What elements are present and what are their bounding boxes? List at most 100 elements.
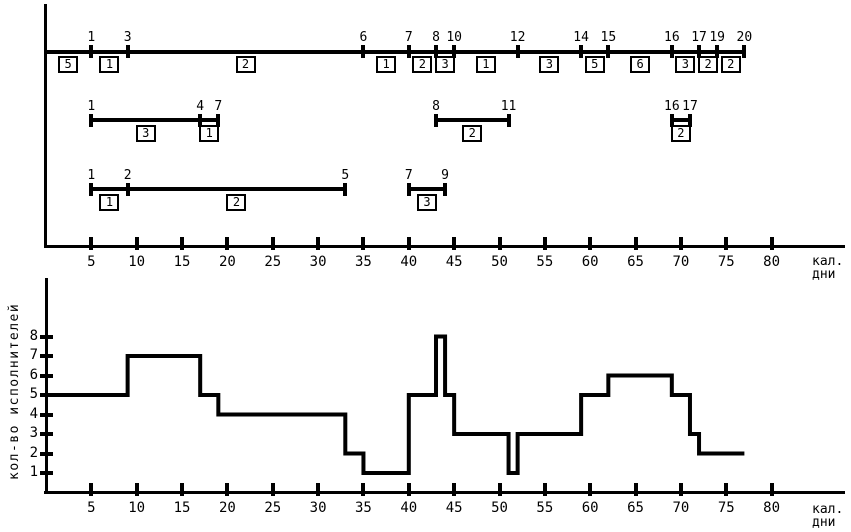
top-time-axis-tick	[316, 237, 321, 250]
workers-box: 3	[416, 193, 437, 211]
activity-bar	[89, 118, 221, 122]
top-time-axis-tick	[180, 237, 185, 250]
bottom-time-axis-tick	[633, 483, 638, 496]
event-tick	[606, 45, 611, 58]
top-time-axis-line	[44, 245, 845, 248]
event-tick	[89, 182, 94, 196]
top-time-axis-tick-label: 20	[218, 254, 236, 270]
event-label: 19	[709, 30, 725, 45]
workers-box: 2	[670, 124, 691, 142]
bottom-time-axis-tick-label: 10	[128, 500, 146, 516]
top-time-axis-tick	[769, 237, 774, 250]
event-label: 7	[214, 98, 223, 114]
top-time-axis-tick-label: 65	[627, 254, 644, 270]
top-time-axis-tick-label: 50	[491, 254, 508, 270]
activity-bar	[89, 187, 348, 191]
event-tick	[343, 182, 348, 196]
event-label: 8	[432, 30, 440, 45]
event-tick	[406, 45, 411, 58]
workers-box: 1	[376, 56, 397, 73]
unit-line-1: кал.	[812, 254, 844, 269]
resource-axis-tick-label: 7	[29, 347, 38, 363]
event-label: 2	[123, 167, 132, 183]
workers-box: 2	[462, 124, 483, 142]
bottom-time-axis-tick-label: 60	[581, 500, 599, 516]
bottom-time-axis-tick-label: 30	[309, 500, 327, 516]
bottom-time-axis-tick	[316, 483, 321, 496]
activity-bar	[669, 118, 692, 122]
event-tick	[579, 45, 584, 58]
event-label: 20	[736, 30, 753, 45]
event-tick	[697, 45, 702, 58]
resource-axis-tick	[40, 432, 53, 436]
event-tick	[361, 45, 366, 58]
bottom-time-axis-tick	[225, 483, 230, 496]
event-tick	[125, 182, 130, 196]
top-time-axis-tick-label: 80	[763, 254, 781, 270]
event-label: 5	[341, 167, 350, 183]
event-label: 6	[359, 30, 368, 45]
bottom-time-axis-tick	[134, 483, 139, 496]
bottom-time-axis-tick-label: 75	[717, 500, 735, 516]
bottom-time-axis-tick	[180, 483, 185, 496]
resource-axis-tick-label: 6	[29, 366, 38, 383]
event-label: 7	[404, 30, 413, 45]
bottom-time-axis-tick	[769, 483, 774, 496]
bottom-axis-unit-label: кал. дни	[812, 503, 843, 529]
resource-axis-tick-label: 3	[29, 425, 38, 441]
top-time-axis-tick-label: 15	[173, 254, 191, 270]
bottom-time-axis-tick-label: 5	[87, 500, 96, 516]
resource-step-line	[46, 334, 745, 475]
top-time-axis-tick	[633, 237, 638, 250]
top-time-axis-tick	[225, 237, 230, 250]
event-tick	[198, 113, 203, 127]
bottom-time-axis-tick	[678, 483, 683, 496]
bottom-time-axis-tick-label: 50	[491, 500, 508, 516]
resource-axis-tick-label: 2	[29, 444, 38, 461]
top-time-axis-tick	[452, 237, 457, 250]
bottom-time-axis-tick-label: 45	[445, 500, 463, 516]
top-time-axis-tick	[134, 237, 139, 250]
bottom-time-axis-tick	[270, 483, 275, 496]
workers-box: 3	[539, 56, 560, 73]
bottom-time-axis-tick	[542, 483, 547, 496]
unit-line-2: дни	[812, 267, 836, 282]
top-time-axis-tick-label: 45	[445, 254, 463, 270]
workers-box: 2	[226, 193, 247, 211]
resource-axis-tick-label: 5	[29, 386, 38, 402]
event-tick	[669, 45, 674, 58]
event-label: 11	[500, 98, 517, 114]
workers-box: 1	[475, 56, 496, 73]
event-label: 15	[600, 30, 617, 45]
bottom-time-axis-tick-label: 55	[536, 500, 554, 516]
event-label: 8	[432, 98, 440, 114]
bottom-time-axis-tick-label: 15	[173, 500, 191, 516]
top-time-axis-tick	[678, 237, 683, 250]
bottom-time-axis-tick-label: 25	[264, 500, 282, 516]
bottom-time-axis-tick-label: 80	[763, 500, 781, 516]
top-time-axis-tick-label: 5	[87, 254, 96, 270]
top-time-axis-tick-label: 30	[309, 254, 327, 270]
resource-axis-tick	[40, 451, 53, 456]
event-label: 4	[196, 98, 205, 114]
workers-box: 5	[584, 56, 605, 73]
event-label: 16	[664, 30, 680, 45]
resource-axis-tick-label: 4	[29, 405, 38, 422]
top-time-axis-tick-label: 40	[400, 254, 418, 270]
bottom-time-axis-tick-label: 35	[355, 500, 372, 516]
bottom-time-axis-tick	[89, 483, 94, 496]
workers-box: 1	[99, 193, 120, 211]
resource-axis-tick	[40, 354, 53, 358]
event-label: 1	[87, 167, 96, 183]
top-axis-unit-label: кал. дни	[812, 255, 843, 281]
bottom-time-axis-tick	[452, 483, 457, 496]
workers-box: 2	[412, 56, 433, 73]
activity-bar	[45, 49, 747, 54]
workers-box: 3	[435, 56, 456, 73]
event-label: 12	[509, 30, 526, 45]
top-time-axis-tick	[406, 237, 411, 250]
bottom-time-axis-tick	[724, 483, 729, 496]
top-time-axis-tick-label: 60	[581, 254, 599, 270]
unit-line-1: кал.	[812, 502, 844, 517]
